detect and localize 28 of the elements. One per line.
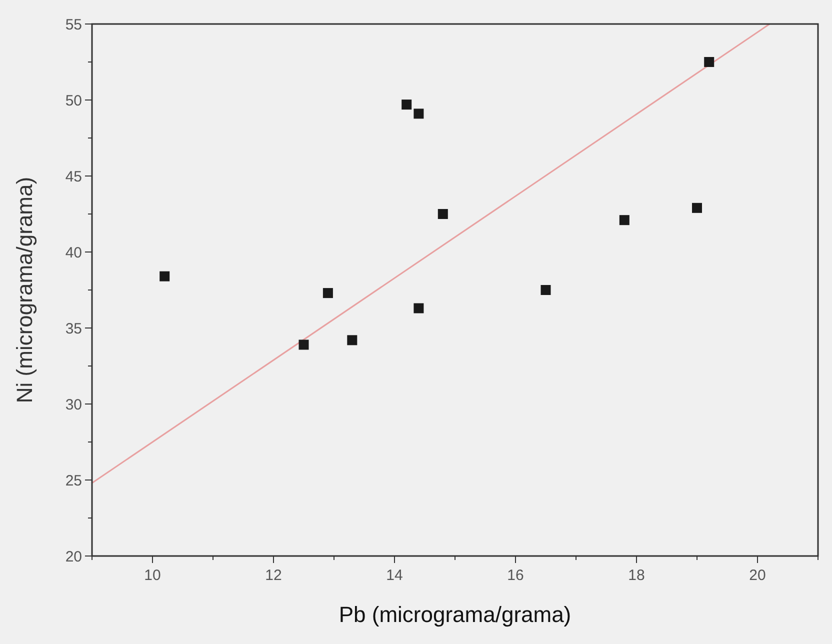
y-tick-label: 40 (65, 244, 82, 262)
point (402, 100, 412, 110)
y-axis-title: Ni (micrograma/grama) (12, 176, 37, 404)
point (540, 285, 551, 295)
point (347, 335, 358, 346)
point (692, 202, 702, 213)
y-tick-label: 55 (65, 16, 82, 34)
point (438, 209, 448, 219)
point (704, 57, 714, 67)
x-axis-title: Pb (micrograma/grama) (338, 602, 572, 627)
y-tick-label: 45 (65, 168, 82, 186)
x-tick-label: 14 (386, 567, 403, 584)
x-tick-label: 16 (507, 567, 524, 584)
point (619, 215, 630, 226)
point (298, 340, 309, 350)
x-tick-label: 20 (749, 567, 766, 584)
y-tick-label: 50 (65, 92, 82, 110)
point (414, 303, 424, 314)
x-tick-label: 10 (144, 567, 161, 584)
x-tick-label: 12 (265, 567, 282, 584)
point (322, 288, 333, 298)
y-tick-label: 25 (65, 472, 82, 490)
point (160, 271, 170, 282)
y-tick-label: 35 (65, 320, 82, 338)
x-tick-label: 18 (628, 567, 645, 584)
y-tick-label: 20 (65, 548, 82, 566)
y-tick-label: 30 (65, 396, 82, 414)
point (414, 108, 424, 119)
